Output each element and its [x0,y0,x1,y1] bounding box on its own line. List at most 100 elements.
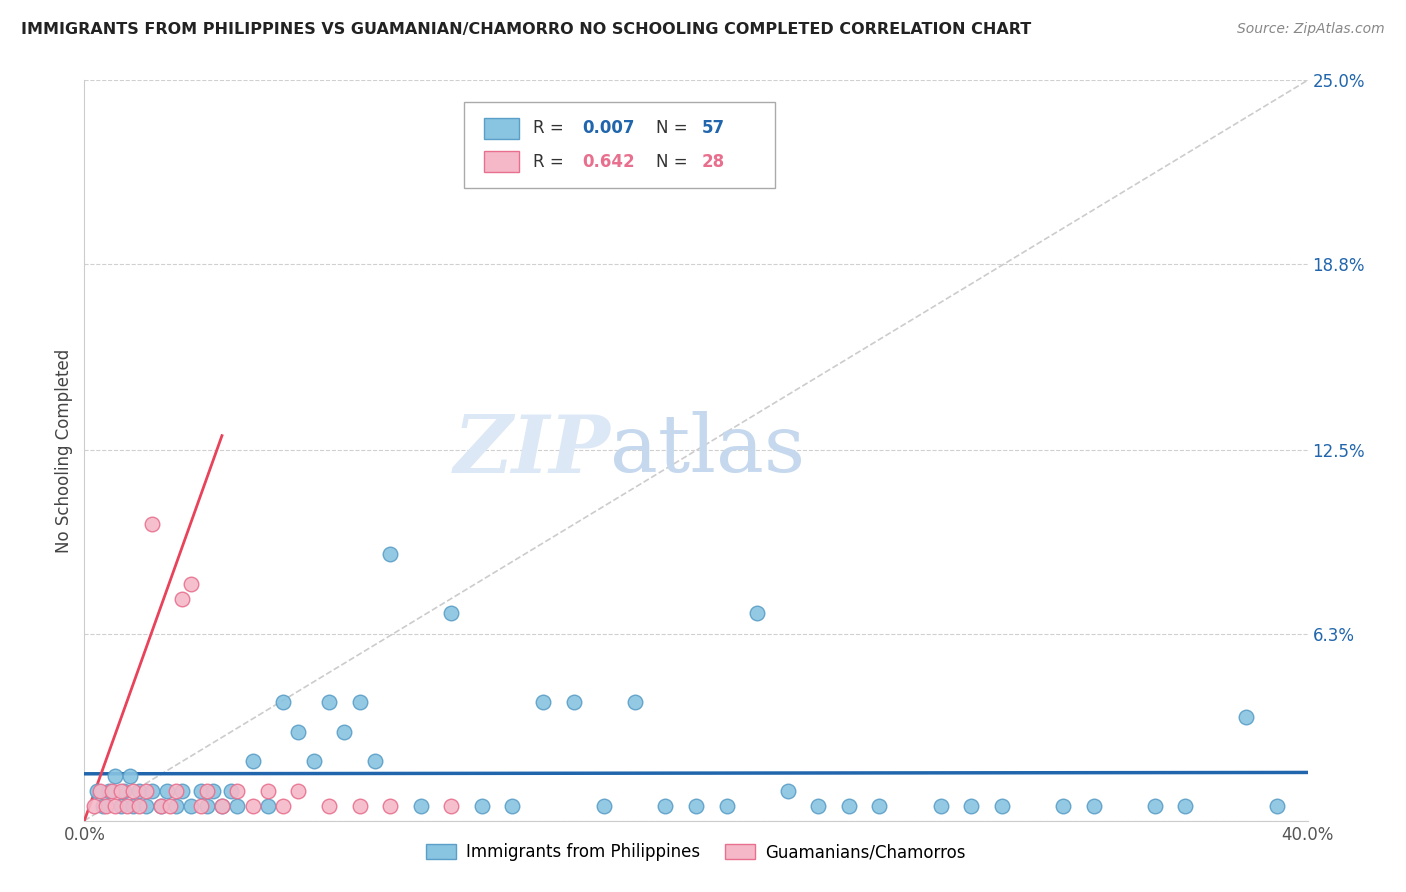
Point [190,784,212,798]
Point [195,798,218,813]
Point [242,755,264,769]
Point [115,798,138,813]
Point [747,607,769,621]
Text: ZIP: ZIP [454,412,610,489]
Text: N =: N = [655,120,693,137]
Text: IMMIGRANTS FROM PHILIPPINES VS GUAMANIAN/CHAMORRO NO SCHOOLING COMPLETED CORRELA: IMMIGRANTS FROM PHILIPPINES VS GUAMANIAN… [21,22,1032,37]
Point [440,607,463,621]
Text: R =: R = [533,120,569,137]
Point [104,769,127,783]
Point [562,695,585,709]
Point [287,724,309,739]
Point [502,798,524,813]
Point [86,784,108,798]
FancyBboxPatch shape [464,103,776,187]
Point [257,784,280,798]
Text: 0.642: 0.642 [582,153,636,170]
Text: R =: R = [533,153,569,170]
Text: 28: 28 [702,153,725,170]
Text: 57: 57 [702,120,725,137]
Point [1052,798,1074,813]
Point [226,784,249,798]
Point [624,695,647,709]
Point [593,798,616,813]
Point [165,784,187,798]
Point [219,784,242,798]
Point [869,798,891,813]
Point [180,798,202,813]
Point [120,769,142,783]
Point [149,798,172,813]
Point [271,798,294,813]
Point [149,798,172,813]
Point [929,798,952,813]
Point [302,755,325,769]
Point [364,755,387,769]
Point [1174,798,1197,813]
Text: atlas: atlas [610,411,806,490]
Y-axis label: No Schooling Completed: No Schooling Completed [55,349,73,552]
Point [172,784,194,798]
Point [991,798,1014,813]
Point [333,724,356,739]
Point [211,798,233,813]
Point [101,784,124,798]
Point [1236,710,1258,724]
Text: N =: N = [655,153,693,170]
Point [1265,798,1288,813]
Point [349,695,371,709]
Point [242,798,264,813]
Point [716,798,738,813]
Point [440,798,463,813]
Point [257,798,280,813]
Point [807,798,830,813]
Point [122,798,145,813]
Point [190,798,212,813]
Point [287,784,309,798]
Point [89,784,111,798]
Point [409,798,432,813]
Point [195,784,218,798]
Point [180,576,202,591]
Point [1143,798,1166,813]
Point [318,695,340,709]
Point [960,798,983,813]
Point [104,798,127,813]
Point [112,784,135,798]
FancyBboxPatch shape [484,118,519,139]
Point [380,547,402,561]
Point [110,798,132,813]
Point [94,798,117,813]
Point [122,784,145,798]
Point [531,695,554,709]
Point [172,591,194,606]
Point [201,784,224,798]
Point [838,798,860,813]
FancyBboxPatch shape [484,152,519,172]
Point [471,798,494,813]
Point [685,798,707,813]
Point [271,695,294,709]
Point [165,798,187,813]
Point [226,798,249,813]
Point [141,784,163,798]
Point [110,784,132,798]
Point [318,798,340,813]
Point [135,784,157,798]
Point [135,798,157,813]
Point [128,798,150,813]
Text: 0.007: 0.007 [582,120,634,137]
Point [776,784,799,798]
Point [654,798,676,813]
Point [141,517,163,532]
Point [91,798,114,813]
Point [128,784,150,798]
Point [83,798,105,813]
Point [380,798,402,813]
Text: Source: ZipAtlas.com: Source: ZipAtlas.com [1237,22,1385,37]
Point [159,798,181,813]
Point [156,784,179,798]
Legend: Immigrants from Philippines, Guamanians/Chamorros: Immigrants from Philippines, Guamanians/… [419,837,973,868]
Point [211,798,233,813]
Point [1083,798,1105,813]
